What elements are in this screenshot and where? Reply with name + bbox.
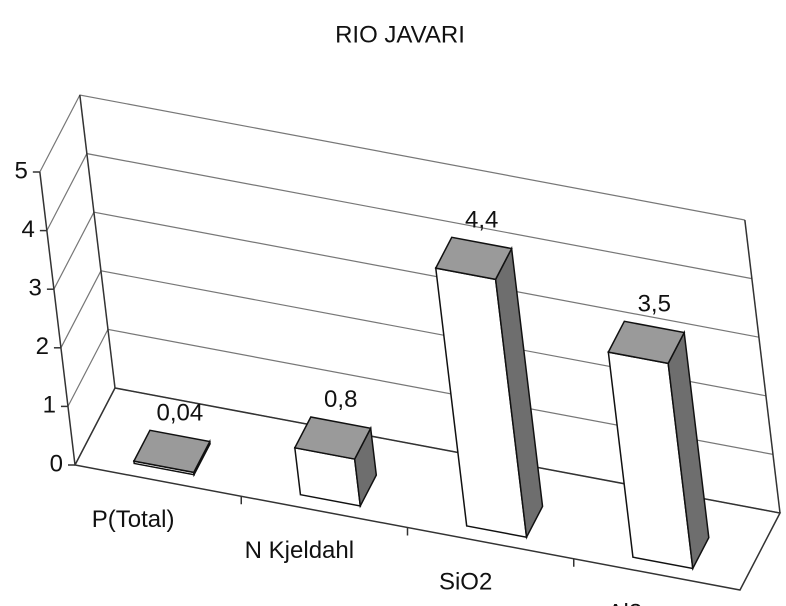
bar-top [607,320,686,365]
value-label: 0,04 [156,399,203,426]
bar-top [434,236,513,281]
y-tick-label: 1 [43,392,56,419]
grid-line [53,211,760,338]
value-label: 0,8 [324,386,357,413]
y-tick-label: 0 [50,450,63,477]
value-label: 4,4 [465,206,498,233]
y-tick-label: 3 [29,275,42,302]
axis-frame [39,171,782,591]
x-tick-label: P(Total) [92,506,175,533]
x-tick-label: Al3+ [608,600,657,606]
bar-top [132,429,211,474]
x-tick-label: SiO2 [439,568,492,595]
y-tick-label: 4 [22,216,35,243]
grid-line [39,94,745,221]
grid-line [46,152,752,280]
y-tick-label: 5 [14,157,27,184]
x-tick-label: N Kjeldahl [245,537,354,564]
back-wall [79,94,116,389]
y-tick-label: 2 [36,333,49,360]
bar-top [293,416,372,460]
right-edge [744,219,781,514]
chart-title: RIO JAVARI [335,21,465,48]
value-label: 3,5 [638,290,671,317]
